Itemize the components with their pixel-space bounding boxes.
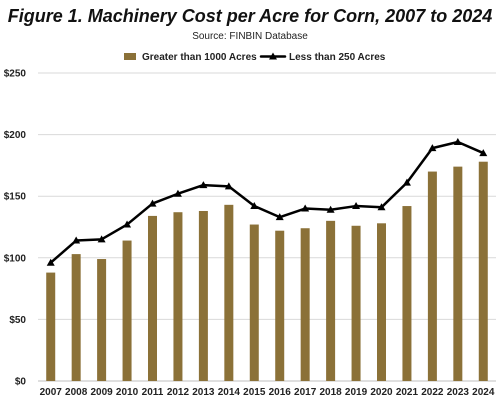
bar: [478, 161, 488, 381]
line-point: [453, 137, 462, 145]
bar: [300, 228, 310, 381]
line-point: [377, 203, 386, 211]
x-tick-label: 2023: [447, 387, 470, 398]
x-tick-label: 2009: [90, 387, 113, 398]
bar: [453, 166, 463, 381]
line-point: [275, 213, 284, 221]
legend-line-marker: [269, 52, 277, 60]
legend-bar-label: Greater than 1000 Acres: [142, 52, 257, 63]
x-tick-label: 2017: [294, 387, 317, 398]
chart-subtitle: Source: FINBIN Database: [192, 31, 308, 42]
bar: [148, 215, 157, 381]
x-tick-label: 2014: [218, 387, 241, 398]
bar: [46, 272, 56, 381]
legend: Greater than 1000 Acres Less than 250 Ac…: [124, 52, 386, 63]
line-point: [173, 189, 182, 197]
bar: [377, 223, 386, 381]
bar: [224, 204, 234, 381]
bar: [198, 210, 208, 381]
x-tick-label: 2015: [243, 387, 266, 398]
x-tick-label: 2010: [116, 387, 139, 398]
line-point: [123, 220, 132, 228]
y-tick-label: $50: [9, 315, 26, 326]
bars: [46, 161, 488, 381]
bar: [275, 230, 285, 381]
y-tick-label: $250: [4, 69, 27, 80]
x-tick-label: 2022: [421, 387, 444, 398]
legend-line-label: Less than 250 Acres: [289, 52, 386, 63]
legend-bar-swatch: [124, 53, 136, 60]
bar: [97, 259, 107, 381]
x-tick-label: 2007: [40, 387, 63, 398]
grid: [38, 72, 496, 382]
x-tick-label: 2018: [319, 387, 342, 398]
line-point: [72, 236, 81, 244]
line-point: [148, 199, 157, 207]
bar: [173, 212, 183, 381]
line-point: [224, 182, 233, 190]
line-point: [301, 204, 310, 212]
x-tick-label: 2020: [370, 387, 393, 398]
x-tick-label: 2013: [192, 387, 215, 398]
x-tick-label: 2024: [472, 387, 495, 398]
line-point: [97, 235, 106, 243]
x-tick-label: 2019: [345, 387, 368, 398]
line-point: [250, 202, 259, 210]
bar: [71, 254, 81, 381]
line-markers: [46, 137, 488, 266]
line-point: [428, 144, 437, 152]
x-tick-label: 2012: [167, 387, 190, 398]
bar: [402, 206, 412, 381]
x-axis-ticks: 2007 2008 2009 2010 2011 2012 2013 2014 2015 2016…: [40, 387, 495, 398]
y-axis-ticks: $0 $50 $100 $150 $200 $250: [4, 69, 27, 388]
y-tick-label: $150: [4, 192, 27, 203]
x-tick-label: 2011: [142, 387, 164, 398]
line-point: [479, 149, 488, 157]
bar: [326, 220, 336, 381]
x-tick-label: 2016: [269, 387, 292, 398]
chart-title: Figure 1. Machinery Cost per Acre for Co…: [8, 6, 493, 26]
line-point: [402, 178, 411, 186]
y-tick-label: $0: [15, 377, 27, 388]
x-tick-label: 2008: [65, 387, 88, 398]
line-point: [326, 205, 335, 213]
bar: [351, 225, 361, 381]
line-point: [352, 202, 361, 210]
line-point: [199, 181, 208, 189]
line-point: [46, 258, 55, 266]
bar: [427, 171, 437, 381]
x-tick-label: 2021: [396, 387, 419, 398]
line-series: [49, 140, 485, 264]
y-tick-label: $100: [4, 253, 27, 264]
bar: [122, 240, 132, 381]
y-tick-label: $200: [4, 130, 27, 141]
bar: [249, 224, 259, 381]
